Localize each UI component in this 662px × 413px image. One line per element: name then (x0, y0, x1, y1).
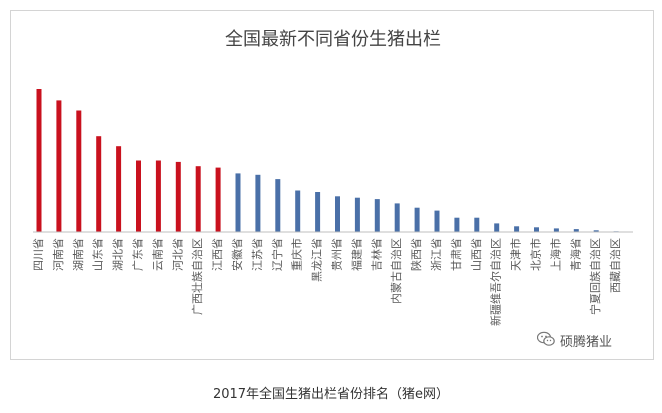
bar-18 (394, 203, 400, 232)
category-label-28: 宁夏回族自治区 (588, 238, 602, 315)
bar-7 (175, 161, 181, 232)
bar-28 (593, 230, 599, 232)
category-label-17: 吉林省 (369, 238, 383, 271)
category-labels-group: 四川省 河南省 湖南省 山东省 湖北省 广东省 云南省 河北省 广西壮族自治区 江西省 安徽省 江苏省… (32, 238, 622, 326)
bar-20 (434, 210, 440, 232)
category-label-15: 贵州省 (331, 238, 344, 271)
category-label-2: 湖南省 (72, 238, 85, 271)
category-label-6: 云南省 (151, 238, 164, 271)
bar-24 (514, 226, 520, 232)
bar-23 (494, 223, 500, 232)
category-label-12: 辽宁省 (270, 238, 284, 271)
category-label-16: 福建省 (349, 238, 363, 271)
bar-chart: 四川省 河南省 湖南省 山东省 湖北省 广东省 云南省 河北省 广西壮族自治区 江西省 安徽省 江苏省… (32, 89, 633, 326)
bar-2 (76, 110, 82, 232)
category-label-3: 山东省 (92, 238, 105, 271)
bar-27 (573, 229, 579, 232)
bar-17 (374, 199, 380, 232)
chart-title: 全国最新不同省份生猪出栏 (225, 29, 441, 50)
bar-9 (215, 167, 221, 232)
bar-5 (136, 160, 141, 232)
category-label-22: 山西省 (470, 238, 483, 271)
watermark: 硕腾猪业 (537, 329, 657, 351)
bar-19 (414, 207, 420, 232)
bar-22 (474, 217, 480, 232)
bar-1 (56, 100, 62, 233)
bar-15 (335, 196, 340, 233)
category-label-26: 上海市 (548, 238, 562, 271)
bar-10 (235, 173, 241, 232)
chart-frame: 全国最新不同省份生猪出栏 四川省 河南省 湖南省 山东省 湖北省 广东省 云南省 河北省 广西壮… (10, 10, 654, 360)
bar-4 (116, 146, 122, 232)
bars-group (36, 89, 619, 233)
category-label-14: 黑龙江省 (311, 238, 324, 282)
category-label-24: 天津市 (509, 238, 523, 271)
category-label-25: 北京市 (529, 238, 543, 271)
category-label-9: 江西省 (211, 238, 224, 271)
bar-16 (354, 197, 360, 232)
category-label-1: 河南省 (52, 238, 65, 271)
watermark-text: 硕腾猪业 (560, 335, 613, 350)
category-label-23: 新疆维吾尔自治区 (489, 238, 503, 326)
bar-0 (36, 89, 42, 232)
wechat-icon (537, 331, 555, 346)
bar-13 (295, 190, 301, 232)
bar-11 (255, 174, 261, 232)
bar-25 (534, 227, 539, 232)
category-label-20: 浙江省 (430, 238, 443, 271)
category-label-18: 内蒙古自治区 (389, 238, 403, 304)
bar-14 (315, 192, 321, 232)
category-label-4: 湖北省 (112, 238, 125, 271)
category-label-8: 广西壮族自治区 (190, 238, 204, 315)
category-label-13: 重庆市 (290, 238, 304, 271)
bar-26 (553, 228, 559, 232)
category-label-21: 甘肃省 (450, 238, 463, 271)
category-label-10: 安徽省 (230, 238, 244, 271)
category-label-19: 陕西省 (409, 238, 423, 271)
category-label-29: 西藏自治区 (608, 238, 622, 293)
category-label-27: 青海省 (568, 238, 582, 271)
category-label-5: 广东省 (132, 238, 145, 271)
bar-21 (454, 217, 460, 232)
bar-3 (96, 136, 102, 232)
bar-6 (155, 160, 161, 232)
bar-12 (275, 179, 281, 232)
category-label-0: 四川省 (32, 238, 45, 271)
image-caption: 2017年全国生猪出栏省份排名（猪e网） (212, 387, 450, 402)
category-label-7: 河北省 (171, 238, 184, 271)
category-label-11: 江苏省 (251, 238, 264, 271)
bar-8 (195, 166, 201, 232)
